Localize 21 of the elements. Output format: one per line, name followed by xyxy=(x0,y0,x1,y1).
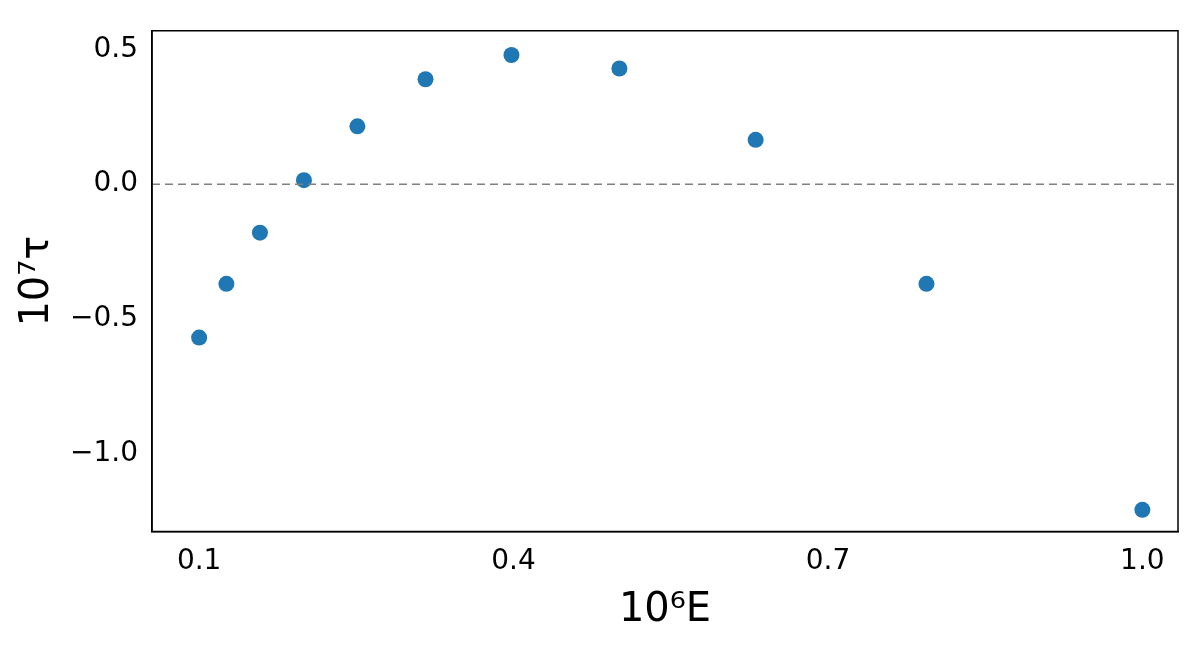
point xyxy=(191,329,208,346)
point xyxy=(251,224,268,241)
point xyxy=(503,47,520,64)
y-tick-label: 0.5 xyxy=(93,30,138,64)
point xyxy=(417,71,434,88)
x-tick-label: 1.0 xyxy=(1120,543,1165,577)
point xyxy=(611,60,628,77)
point xyxy=(918,275,935,292)
x-tick-label: 0.7 xyxy=(805,543,851,577)
y-tick-label: 0.0 xyxy=(93,165,138,199)
point xyxy=(1134,501,1151,518)
x-axis-title: 10⁶E xyxy=(618,584,712,631)
point xyxy=(295,172,312,189)
y-tick-label: −0.5 xyxy=(69,300,138,334)
point xyxy=(747,131,764,148)
x-tick-label: 0.4 xyxy=(491,543,536,577)
point xyxy=(218,275,235,292)
y-axis-title: 10⁷τ xyxy=(11,235,58,327)
point xyxy=(349,118,366,135)
x-tick-label: 0.1 xyxy=(176,543,222,577)
y-tick-label: −1.0 xyxy=(69,434,138,468)
